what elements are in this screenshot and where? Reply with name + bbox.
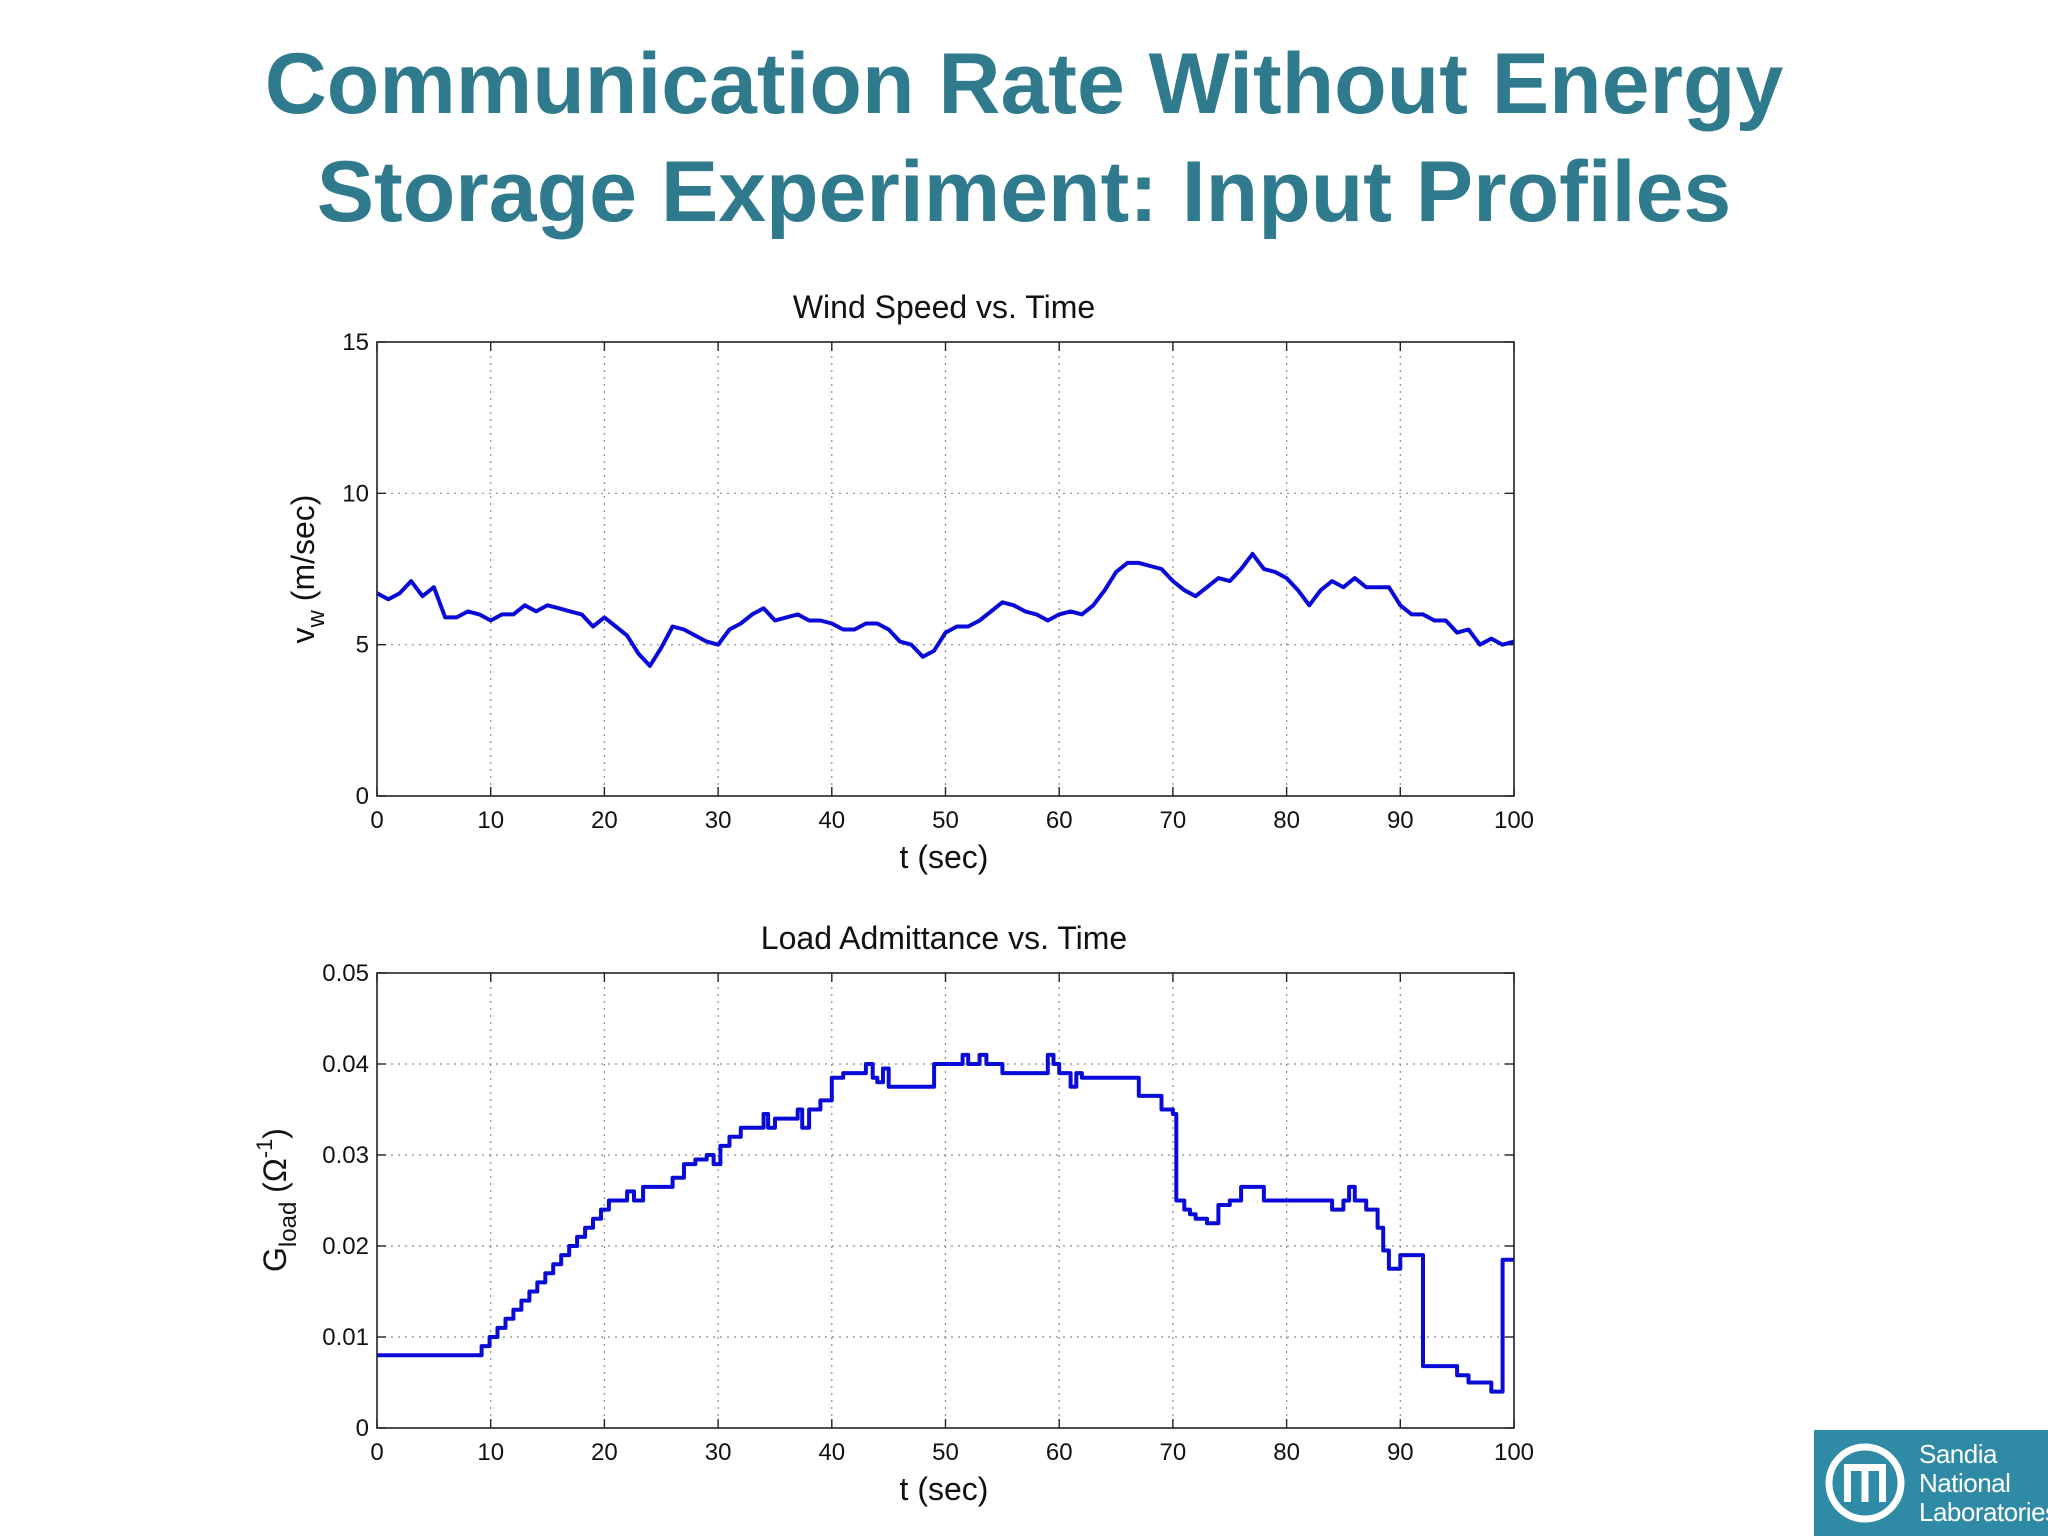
load-admittance-y-tick-label: 0.04 <box>322 1051 369 1078</box>
load-admittance-x-tick-label: 20 <box>591 1439 618 1466</box>
logo-line-2: National <box>1919 1468 2011 1498</box>
wind-speed-x-axis-label: t (sec) <box>900 839 989 875</box>
sandia-logo: Sandia National Laboratories <box>1814 1430 2048 1536</box>
sandia-logo-text: Sandia National Laboratories <box>1919 1440 2048 1527</box>
load-admittance-series-line <box>377 1052 1514 1394</box>
wind-speed-x-tick-label: 90 <box>1387 807 1414 834</box>
wind-speed-chart-title: Wind Speed vs. Time <box>793 289 1095 325</box>
load-admittance-x-tick-label: 10 <box>477 1439 504 1466</box>
load-admittance-ticks: 0 10 20 30 40 50 60 70 80 90 100 0 0.01 0.02 0.03 0.04 0… <box>322 960 1534 1466</box>
wind-speed-y-tick-label: 5 <box>356 632 369 659</box>
load-admittance-y-axis-label: Gload (Ω-1) <box>252 1128 302 1272</box>
wind-speed-x-tick-label: 60 <box>1046 807 1073 834</box>
load-admittance-y-label-sup: -1 <box>252 1139 277 1159</box>
load-admittance-x-tick-label: 30 <box>705 1439 732 1466</box>
wind-speed-x-tick-label: 0 <box>370 807 383 834</box>
load-admittance-x-tick-label: 0 <box>370 1439 383 1466</box>
wind-speed-y-tick-label: 0 <box>356 783 369 810</box>
sandia-thunderbird-icon <box>1825 1443 1905 1523</box>
load-admittance-y-label-units-close: ) <box>257 1128 293 1139</box>
load-admittance-y-tick-label: 0.03 <box>322 1142 369 1169</box>
load-admittance-y-label-main: G <box>257 1247 293 1272</box>
load-admittance-chart: Load Admittance vs. Time 0 10 20 30 40 50 60 70… <box>252 920 1534 1507</box>
wind-speed-y-label-sub: w <box>303 609 330 628</box>
load-admittance-y-tick-label: 0.02 <box>322 1233 369 1260</box>
load-admittance-x-tick-label: 80 <box>1273 1439 1300 1466</box>
wind-speed-ticks: 0 10 20 30 40 50 60 70 80 90 100 0 5 10 15 <box>342 329 1534 834</box>
logo-line-1: Sandia <box>1919 1439 1997 1469</box>
wind-speed-x-tick-label: 100 <box>1494 807 1534 834</box>
wind-speed-x-tick-label: 80 <box>1273 807 1300 834</box>
load-admittance-y-tick-label: 0.01 <box>322 1324 369 1351</box>
wind-speed-x-tick-label: 20 <box>591 807 618 834</box>
wind-speed-y-label-units: (m/sec) <box>285 495 321 611</box>
load-admittance-x-tick-label: 70 <box>1160 1439 1187 1466</box>
slide-title: Communication Rate Without Energy Storag… <box>0 30 2048 246</box>
wind-speed-y-tick-label: 10 <box>342 480 369 507</box>
wind-speed-y-label-main: v <box>285 627 321 643</box>
load-admittance-y-label-sub: load <box>275 1202 302 1247</box>
slide-title-line-1: Communication Rate Without Energy <box>264 36 1784 132</box>
load-admittance-y-label-units-open: (Ω <box>257 1158 293 1201</box>
load-admittance-x-tick-label: 100 <box>1494 1439 1534 1466</box>
wind-speed-grid <box>377 342 1514 796</box>
load-admittance-x-tick-label: 40 <box>818 1439 845 1466</box>
load-admittance-y-tick-label: 0.05 <box>322 960 369 987</box>
wind-speed-x-tick-label: 50 <box>932 807 959 834</box>
load-admittance-chart-title: Load Admittance vs. Time <box>761 920 1127 956</box>
wind-speed-x-tick-label: 10 <box>477 807 504 834</box>
wind-speed-plot-frame <box>376 341 1515 797</box>
wind-speed-chart: Wind Speed vs. Time 0 10 20 30 40 50 60 70 80 90 1… <box>285 289 1534 875</box>
slide-title-line-2: Storage Experiment: Input Profiles <box>316 144 1732 240</box>
load-admittance-x-tick-label: 90 <box>1387 1439 1414 1466</box>
wind-speed-x-tick-label: 40 <box>818 807 845 834</box>
wind-speed-series-line <box>376 551 1515 668</box>
load-admittance-plot-frame <box>376 972 1515 1429</box>
load-admittance-x-axis-label: t (sec) <box>900 1471 989 1507</box>
wind-speed-x-tick-label: 70 <box>1160 807 1187 834</box>
wind-speed-y-axis-label: vw (m/sec) <box>285 495 330 644</box>
logo-line-3: Laboratories <box>1919 1497 2048 1527</box>
load-admittance-y-tick-label: 0 <box>356 1415 369 1442</box>
wind-speed-y-tick-label: 15 <box>342 329 369 356</box>
load-admittance-x-tick-label: 60 <box>1046 1439 1073 1466</box>
load-admittance-x-tick-label: 50 <box>932 1439 959 1466</box>
wind-speed-x-tick-label: 30 <box>705 807 732 834</box>
